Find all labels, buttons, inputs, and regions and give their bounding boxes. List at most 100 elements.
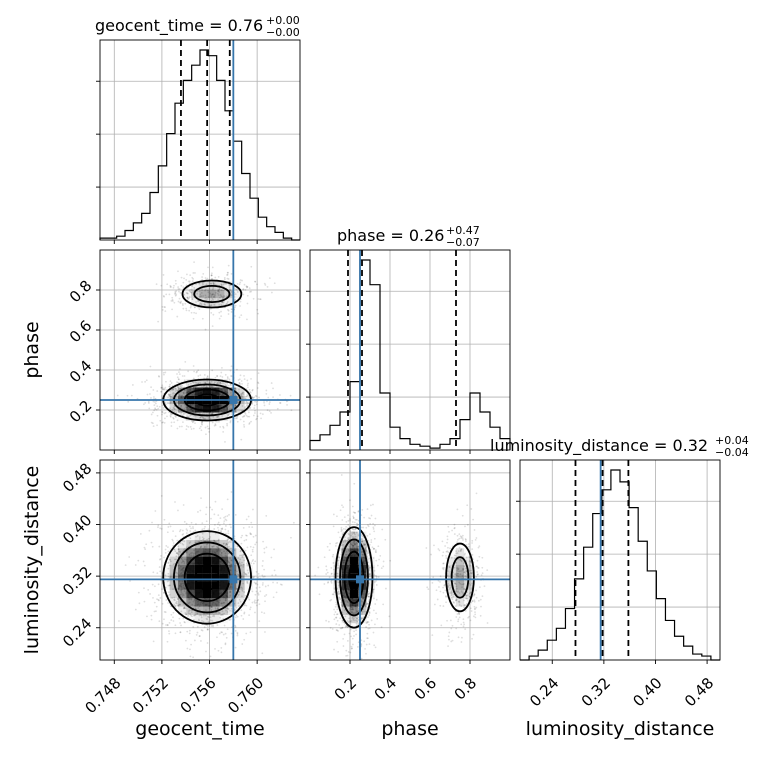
- sample-point: [201, 528, 204, 531]
- sample-point: [190, 614, 192, 617]
- sample-point: [449, 619, 452, 622]
- sample-point: [341, 548, 344, 551]
- sample-point: [446, 574, 449, 577]
- sample-point: [443, 583, 446, 586]
- sample-point: [128, 556, 131, 558]
- sample-point: [207, 528, 210, 531]
- sample-point: [168, 293, 171, 296]
- sample-point: [206, 628, 209, 631]
- sample-point: [206, 538, 208, 541]
- sample-point: [363, 666, 365, 668]
- contour-level-0: [194, 564, 220, 591]
- sample-point: [366, 602, 369, 605]
- sample-point: [178, 371, 180, 373]
- sample-point: [342, 544, 345, 546]
- sample-point: [229, 557, 231, 560]
- sample-point: [172, 416, 175, 419]
- sample-point: [212, 293, 214, 296]
- sample-point: [173, 548, 176, 551]
- sample-point: [204, 328, 207, 331]
- sample-point: [156, 405, 159, 408]
- sample-point: [168, 407, 171, 410]
- sample-point: [161, 395, 163, 397]
- sample-point: [180, 405, 183, 407]
- sample-point: [181, 375, 184, 377]
- sample-point: [348, 533, 350, 536]
- sample-point: [462, 621, 465, 624]
- sample-point: [261, 574, 264, 577]
- sample-point: [172, 611, 175, 614]
- sample-point: [440, 624, 443, 627]
- sample-point: [448, 584, 451, 587]
- sample-point: [473, 593, 476, 596]
- sample-point: [352, 515, 355, 518]
- sample-point: [247, 411, 250, 414]
- sample-point: [473, 599, 476, 602]
- sample-point: [173, 603, 176, 606]
- sample-point: [352, 544, 355, 547]
- sample-point: [366, 621, 369, 624]
- sample-point: [229, 541, 232, 544]
- sample-point: [168, 385, 171, 388]
- x-tick-label: 0.48: [681, 674, 717, 710]
- sample-point: [153, 401, 156, 403]
- sample-point: [366, 602, 369, 605]
- sample-point: [242, 563, 245, 566]
- sample-point: [353, 546, 356, 549]
- sample-point: [226, 628, 229, 631]
- sample-point: [372, 566, 375, 569]
- sample-point: [344, 536, 346, 539]
- sample-point: [167, 402, 169, 404]
- sample-point: [164, 611, 167, 614]
- sample-point: [158, 405, 161, 408]
- sample-point: [453, 601, 455, 604]
- sample-point: [246, 318, 248, 321]
- sample-point: [246, 404, 248, 406]
- sample-point: [364, 546, 367, 549]
- sample-point: [348, 538, 351, 541]
- sample-point: [481, 572, 484, 575]
- sample-point: [329, 542, 331, 545]
- sample-point: [158, 620, 161, 623]
- sample-point: [167, 393, 170, 396]
- sample-point: [204, 525, 206, 528]
- sample-point: [469, 619, 472, 622]
- sample-point: [352, 517, 355, 519]
- sample-point: [193, 549, 195, 552]
- sample-point: [177, 604, 180, 607]
- sample-point: [146, 393, 149, 396]
- sample-point: [236, 416, 238, 418]
- density-cell: [227, 598, 237, 607]
- sample-point: [361, 613, 363, 615]
- sample-point: [464, 628, 467, 631]
- sample-point: [349, 651, 352, 654]
- sample-point: [184, 612, 187, 614]
- sample-point: [196, 370, 198, 373]
- sample-point: [230, 384, 232, 386]
- sample-point: [228, 378, 231, 381]
- sample-point: [176, 597, 179, 600]
- sample-point: [243, 638, 246, 641]
- density-cell: [202, 531, 212, 540]
- sample-point: [224, 554, 227, 557]
- panel-luminosity-distance-hist: 0.24 0.32 0.40 0.48: [516, 459, 721, 710]
- sample-point: [451, 639, 454, 642]
- sample-point: [351, 647, 353, 650]
- sample-point: [345, 624, 348, 627]
- sample-point: [256, 583, 259, 586]
- sample-point: [366, 508, 369, 510]
- sample-point: [360, 538, 363, 540]
- sample-point: [240, 392, 243, 395]
- sample-point: [337, 556, 340, 559]
- sample-point: [227, 412, 230, 415]
- density-cell: [227, 606, 237, 615]
- sample-point: [151, 411, 154, 414]
- sample-point: [177, 509, 179, 512]
- sample-point: [341, 605, 344, 608]
- sample-point: [352, 612, 355, 615]
- sample-point: [217, 546, 220, 549]
- sample-point: [176, 552, 178, 555]
- sample-point: [204, 294, 207, 297]
- sample-point: [349, 606, 352, 609]
- sample-point: [477, 599, 480, 602]
